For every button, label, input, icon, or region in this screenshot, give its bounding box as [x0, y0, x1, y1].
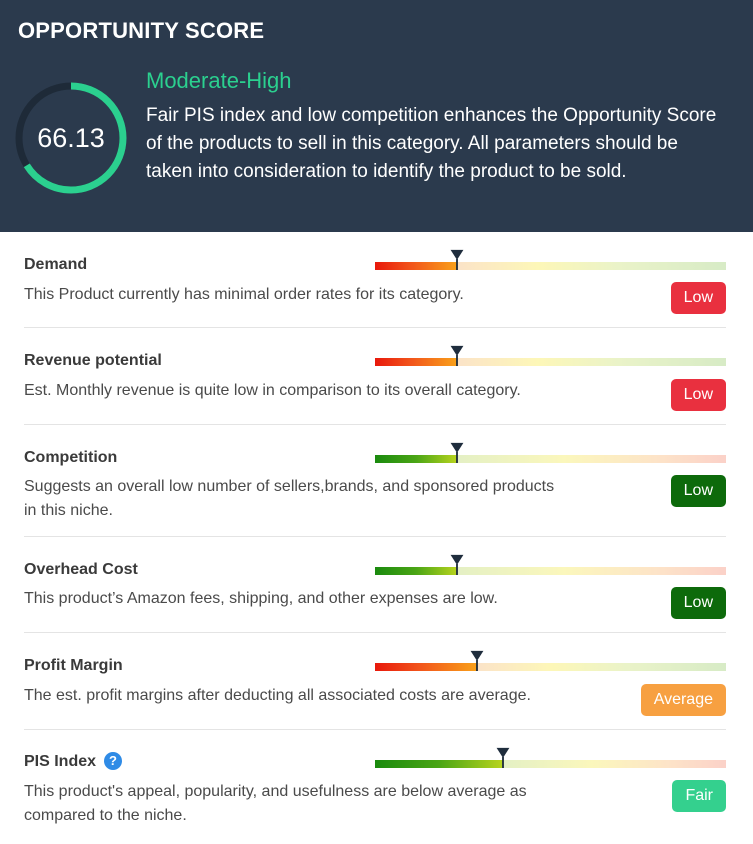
scale-track	[375, 358, 726, 366]
scale-track	[375, 663, 726, 671]
metric-row-overhead-cost: Overhead Cost This product’s Amazon fees…	[0, 537, 753, 633]
status-badge: Low	[670, 379, 726, 411]
scale-fill	[375, 663, 477, 671]
scale-fill	[375, 358, 457, 366]
level-marker-icon	[450, 442, 464, 463]
metric-description: This Product currently has minimal order…	[24, 286, 464, 303]
metric-title-wrap: PIS Index?	[24, 752, 123, 771]
opportunity-score-header: OPPORTUNITY SCORE 66.13 Moderate-High Fa…	[0, 0, 753, 232]
metric-title: Demand	[24, 256, 88, 273]
metric-scale-bar	[375, 345, 726, 368]
score-level: Moderate-High	[146, 68, 292, 93]
status-badge: Low	[670, 282, 726, 314]
metric-description: The est. profit margins after deducting …	[24, 687, 531, 704]
metric-title: Revenue potential	[24, 352, 162, 369]
metric-scale-bar	[375, 554, 726, 577]
page-title: OPPORTUNITY SCORE	[18, 18, 265, 43]
status-badge: Fair	[672, 780, 726, 812]
metric-description: This product's appeal, popularity, and u…	[24, 783, 527, 824]
scale-remaining	[457, 262, 726, 270]
metric-row-competition: Competition Suggests an overall low numb…	[0, 425, 753, 537]
metric-row-pis-index: PIS Index? This product's appeal, popula…	[0, 730, 753, 844]
level-marker-icon	[470, 650, 484, 671]
metric-row-demand: Demand This Product currently has minima…	[0, 232, 753, 328]
scale-fill	[375, 455, 457, 463]
scale-track	[375, 760, 726, 768]
score-gauge-ring	[15, 82, 127, 194]
scale-fill	[375, 760, 503, 768]
row-divider	[24, 729, 726, 730]
metrics-list: Demand This Product currently has minima…	[0, 232, 753, 844]
scale-track	[375, 455, 726, 463]
scale-track	[375, 262, 726, 270]
score-gauge: 66.13	[13, 80, 129, 196]
metric-title: PIS Index	[24, 753, 97, 770]
row-divider	[24, 327, 726, 328]
score-summary: Fair PIS index and low competition enhan…	[146, 105, 717, 182]
level-marker-icon	[450, 345, 464, 366]
row-divider	[24, 424, 726, 425]
question-circle-icon[interactable]: ?	[104, 752, 123, 770]
metric-row-revenue-potential: Revenue potential Est. Monthly revenue i…	[0, 328, 753, 425]
metric-title: Profit Margin	[24, 657, 123, 674]
metric-scale-bar	[375, 442, 726, 465]
scale-track	[375, 567, 726, 575]
metric-description: This product’s Amazon fees, shipping, an…	[24, 590, 498, 607]
level-marker-icon	[450, 554, 464, 575]
row-divider	[24, 632, 726, 633]
metric-row-profit-margin: Profit Margin The est. profit margins af…	[0, 633, 753, 730]
scale-fill	[375, 262, 457, 270]
scale-remaining	[477, 663, 726, 671]
row-divider	[24, 536, 726, 537]
metric-scale-bar	[375, 249, 726, 272]
scale-remaining	[457, 358, 726, 366]
scale-remaining	[457, 567, 726, 575]
metric-title: Competition	[24, 449, 118, 466]
metric-description: Est. Monthly revenue is quite low in com…	[24, 382, 521, 399]
scale-remaining	[503, 760, 726, 768]
status-badge: Low	[670, 475, 726, 507]
metric-description: Suggests an overall low number of seller…	[24, 478, 555, 519]
metric-title: Overhead Cost	[24, 561, 138, 578]
scale-remaining	[457, 455, 726, 463]
status-badge: Average	[640, 684, 726, 716]
scale-fill	[375, 567, 457, 575]
metric-scale-bar	[375, 650, 726, 673]
score-value: 66.13	[37, 122, 105, 153]
metric-scale-bar	[375, 747, 726, 770]
status-badge: Low	[670, 587, 726, 619]
level-marker-icon	[496, 747, 510, 768]
level-marker-icon	[450, 249, 464, 270]
